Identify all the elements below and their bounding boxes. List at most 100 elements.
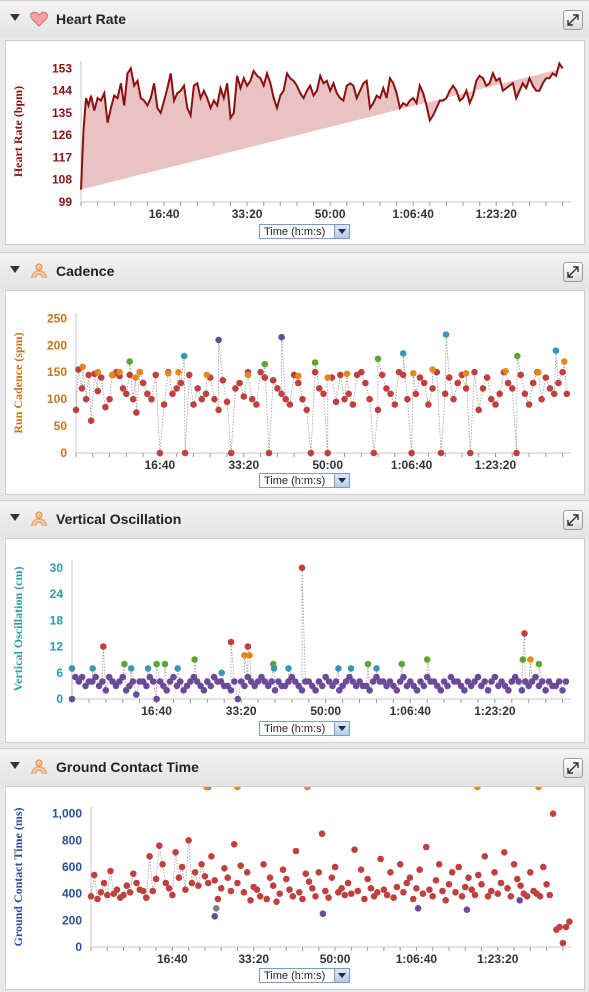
data-point[interactable] (542, 374, 550, 381)
data-point[interactable] (535, 368, 542, 376)
data-point[interactable] (260, 861, 267, 868)
data-point[interactable] (143, 894, 150, 901)
data-point[interactable] (234, 695, 242, 703)
data-point[interactable] (425, 401, 432, 408)
data-point[interactable] (104, 891, 111, 899)
data-point[interactable] (282, 395, 290, 403)
data-point[interactable] (332, 678, 340, 685)
data-point[interactable] (232, 385, 239, 392)
chevron-down-icon[interactable] (334, 722, 349, 735)
data-point[interactable] (160, 401, 168, 408)
data-point[interactable] (312, 893, 319, 900)
panel-header[interactable]: Cadence (0, 252, 589, 289)
data-point[interactable] (191, 869, 199, 876)
data-point[interactable] (231, 678, 238, 685)
data-point[interactable] (403, 879, 411, 887)
data-point[interactable] (406, 874, 414, 881)
panel-header[interactable]: Vertical Oscillation (0, 500, 589, 537)
data-point[interactable] (269, 882, 277, 889)
data-point[interactable] (162, 879, 170, 887)
data-point[interactable] (318, 830, 326, 837)
data-point[interactable] (471, 368, 478, 376)
data-point[interactable] (322, 887, 329, 895)
data-point[interactable] (458, 893, 466, 900)
data-point[interactable] (295, 372, 302, 380)
data-point[interactable] (198, 395, 206, 403)
data-point[interactable] (68, 665, 76, 672)
expand-button[interactable] (563, 510, 583, 530)
data-point[interactable] (527, 869, 534, 876)
data-point[interactable] (414, 905, 422, 912)
data-point[interactable] (94, 895, 101, 903)
data-point[interactable] (133, 409, 140, 416)
data-point[interactable] (214, 895, 222, 903)
data-point[interactable] (324, 374, 332, 381)
x-axis-selector[interactable]: Time (h:m:s) (259, 473, 350, 488)
data-point[interactable] (471, 891, 479, 899)
chevron-down-icon[interactable] (334, 969, 349, 982)
data-point[interactable] (390, 894, 397, 901)
data-point[interactable] (107, 867, 114, 875)
data-point[interactable] (555, 379, 562, 387)
data-point[interactable] (304, 787, 311, 791)
data-point[interactable] (119, 385, 127, 392)
data-point[interactable] (253, 886, 261, 893)
data-point[interactable] (311, 359, 319, 366)
data-point[interactable] (442, 897, 450, 904)
data-point[interactable] (296, 889, 303, 896)
data-point[interactable] (474, 673, 482, 681)
data-point[interactable] (416, 866, 424, 873)
data-point[interactable] (240, 889, 248, 896)
data-point[interactable] (426, 886, 433, 893)
data-point[interactable] (445, 881, 453, 888)
data-point[interactable] (218, 669, 225, 677)
data-point[interactable] (422, 843, 430, 851)
data-point[interactable] (263, 895, 271, 903)
data-point[interactable] (320, 390, 327, 398)
data-point[interactable] (546, 891, 554, 899)
data-point[interactable] (393, 883, 401, 891)
data-point[interactable] (516, 897, 523, 904)
data-point[interactable] (435, 861, 443, 868)
data-point[interactable] (536, 893, 544, 900)
data-point[interactable] (517, 882, 524, 889)
data-point[interactable] (279, 866, 287, 873)
data-point[interactable] (108, 371, 116, 379)
data-point[interactable] (144, 665, 152, 672)
data-point[interactable] (559, 687, 566, 694)
data-point[interactable] (87, 417, 95, 424)
data-point[interactable] (253, 401, 260, 408)
data-point[interactable] (165, 885, 173, 892)
data-point[interactable] (299, 395, 306, 403)
data-point[interactable] (102, 403, 109, 411)
data-point[interactable] (374, 406, 382, 414)
data-point[interactable] (178, 863, 186, 871)
data-point[interactable] (383, 891, 391, 899)
data-point[interactable] (127, 665, 135, 672)
data-point[interactable] (450, 395, 457, 403)
data-point[interactable] (408, 449, 415, 457)
data-point[interactable] (366, 687, 374, 694)
data-point[interactable] (129, 395, 137, 403)
data-point[interactable] (92, 673, 99, 681)
expand-button[interactable] (563, 262, 583, 282)
data-point[interactable] (289, 893, 297, 900)
data-point[interactable] (265, 449, 273, 457)
data-point[interactable] (230, 841, 238, 848)
data-point[interactable] (307, 449, 315, 457)
data-point[interactable] (211, 395, 218, 403)
data-point[interactable] (165, 370, 172, 377)
data-point[interactable] (173, 385, 180, 392)
data-point[interactable] (529, 379, 537, 387)
data-point[interactable] (247, 897, 254, 904)
data-point[interactable] (419, 890, 427, 897)
data-point[interactable] (202, 390, 210, 398)
data-point[interactable] (332, 398, 340, 406)
data-point[interactable] (121, 660, 128, 668)
data-point[interactable] (444, 682, 451, 690)
collapse-icon[interactable] (10, 14, 20, 21)
data-point[interactable] (538, 395, 545, 403)
data-point[interactable] (87, 893, 95, 900)
data-point[interactable] (562, 923, 570, 931)
data-point[interactable] (319, 682, 326, 690)
